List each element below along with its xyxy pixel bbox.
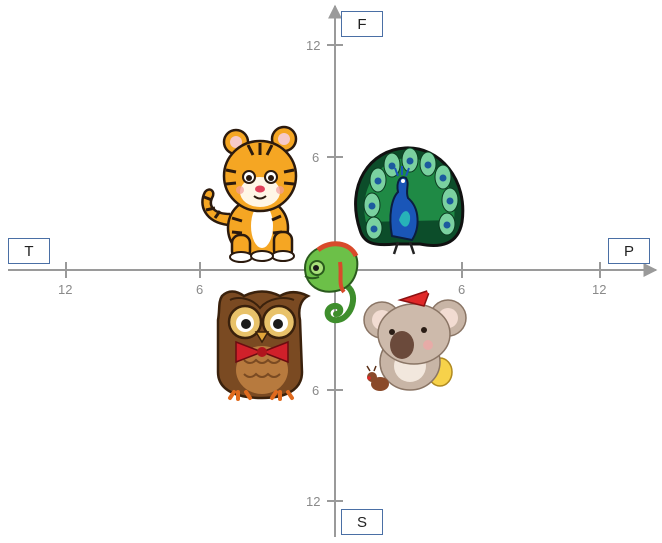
pole-bottom-label: S (341, 509, 383, 535)
x-tick-label: 6 (458, 282, 465, 297)
pole-right-label: P (608, 238, 650, 264)
x-tick-label: 12 (592, 282, 606, 297)
tiger-illustration (201, 125, 298, 263)
y-tick-label: 6 (312, 150, 319, 165)
x-tick-label: 12 (58, 282, 72, 297)
chameleon-illustration (303, 241, 359, 324)
pole-left-label: T (8, 238, 50, 264)
x-tick-label: 6 (196, 282, 203, 297)
koala-illustration (363, 286, 467, 391)
owl-illustration (216, 290, 311, 401)
y-tick-label: 12 (306, 494, 320, 509)
y-tick-label: 6 (312, 383, 319, 398)
y-tick-label: 12 (306, 38, 320, 53)
pole-top-label: F (341, 11, 383, 37)
peacock-illustration (354, 146, 465, 255)
